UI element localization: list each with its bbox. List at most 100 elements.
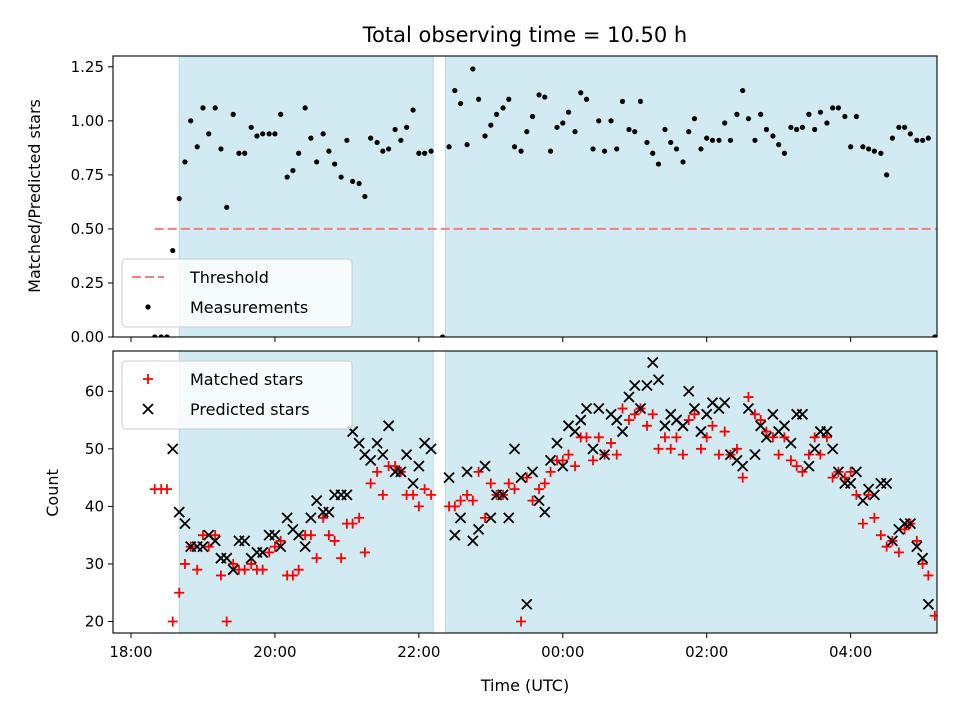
matched-star-point (473, 466, 484, 477)
matched-star-point (821, 432, 832, 443)
measurement-point (182, 159, 188, 165)
measurement-point (493, 111, 500, 117)
predicted-star-point (886, 535, 899, 547)
matched-star-point (827, 472, 838, 483)
measurement-point (475, 96, 482, 102)
predicted-star-point (353, 437, 365, 449)
predicted-star-point (904, 518, 917, 530)
matched-star-point (408, 489, 419, 500)
matched-star-point (246, 558, 257, 569)
predicted-star-point (575, 414, 587, 426)
measurement-point (601, 148, 608, 154)
bottom-series-2 (167, 356, 935, 610)
predicted-star-point (371, 437, 383, 449)
measurement-point (164, 334, 170, 337)
matched-star-point (923, 570, 934, 581)
x-tick-label: 18:00 (109, 643, 152, 661)
predicted-star-point (239, 535, 251, 547)
measurement-point (260, 131, 266, 137)
measurement-point (404, 124, 410, 130)
top-y-tick-label: 0.25 (71, 274, 104, 292)
matched-star-point (179, 558, 190, 569)
matched-star-point (767, 432, 778, 443)
predicted-star-point (281, 512, 293, 524)
measurement-point (794, 126, 800, 133)
matched-star-point (413, 501, 424, 512)
legend-matched-swatch (143, 374, 153, 384)
bottom-y-tick-label: 20 (85, 612, 104, 630)
measurement-point (320, 131, 326, 137)
measurement-point (860, 144, 866, 150)
matched-star-point (311, 553, 322, 564)
matched-star-point (449, 501, 460, 512)
measurement-point (452, 87, 458, 94)
matched-star-point (221, 616, 232, 627)
predicted-star-point (323, 506, 335, 518)
measurement-point (542, 94, 548, 100)
measurement-point (392, 126, 398, 133)
predicted-star-point (503, 512, 515, 524)
predicted-star-point (551, 437, 563, 449)
matched-star-point (359, 547, 370, 558)
predicted-star-point (449, 529, 461, 541)
x-tick-label: 22:00 (397, 643, 440, 661)
measurement-point (632, 129, 638, 135)
measurement-point (619, 98, 626, 104)
measurement-point (596, 118, 602, 124)
predicted-star-point (269, 529, 281, 541)
measurement-point (644, 139, 650, 146)
predicted-star-point (827, 443, 839, 455)
predicted-star-point (227, 564, 239, 576)
measurement-point (158, 334, 164, 337)
measurement-point (380, 148, 386, 154)
matched-star-point (773, 449, 784, 460)
predicted-star-point (755, 420, 767, 432)
predicted-star-point (688, 402, 701, 415)
measurement-point (734, 111, 740, 117)
measurement-point (560, 120, 566, 126)
measurement-point (871, 148, 877, 154)
measurement-point (925, 135, 931, 141)
predicted-star-point (659, 420, 671, 432)
measurement-point (727, 137, 734, 143)
matched-star-point (365, 478, 376, 489)
measurement-point (410, 107, 416, 113)
predicted-star-point (641, 379, 653, 392)
predicted-star-point (485, 512, 497, 524)
matched-star-point (677, 449, 688, 460)
matched-star-point (611, 449, 622, 460)
measurement-point (470, 66, 476, 72)
predicted-star-point (544, 454, 557, 466)
predicted-star-point (209, 535, 221, 547)
matched-star-point (192, 564, 203, 575)
measurement-point (362, 193, 368, 200)
matched-star-point (617, 403, 628, 414)
matched-star-point (857, 518, 868, 529)
matched-star-point (372, 466, 383, 477)
matched-star-point (557, 455, 568, 466)
predicted-star-point (311, 494, 323, 507)
matched-star-point (467, 495, 478, 506)
measurement-point (608, 118, 614, 124)
top-axes-frame (112, 55, 938, 338)
measurement-point (722, 120, 728, 126)
matched-star-point (539, 478, 550, 489)
measurement-point (691, 116, 698, 122)
top-series-1 (152, 66, 937, 337)
matched-star-point (689, 409, 700, 420)
matched-star-point (534, 484, 545, 495)
measurement-point (457, 100, 464, 107)
matched-star-point (785, 455, 796, 466)
bottom-legend-label-2: Predicted stars (190, 400, 310, 419)
measurement-point (637, 98, 644, 104)
measurement-point (763, 126, 770, 133)
predicted-star-point (629, 379, 641, 392)
matched-star-point (347, 518, 358, 529)
predicted-star-point (598, 448, 611, 461)
predicted-star-point (695, 425, 707, 438)
measurement-point (788, 124, 794, 130)
matched-star-point (588, 455, 599, 466)
measurement-point (878, 150, 884, 156)
measurement-point (896, 124, 902, 130)
